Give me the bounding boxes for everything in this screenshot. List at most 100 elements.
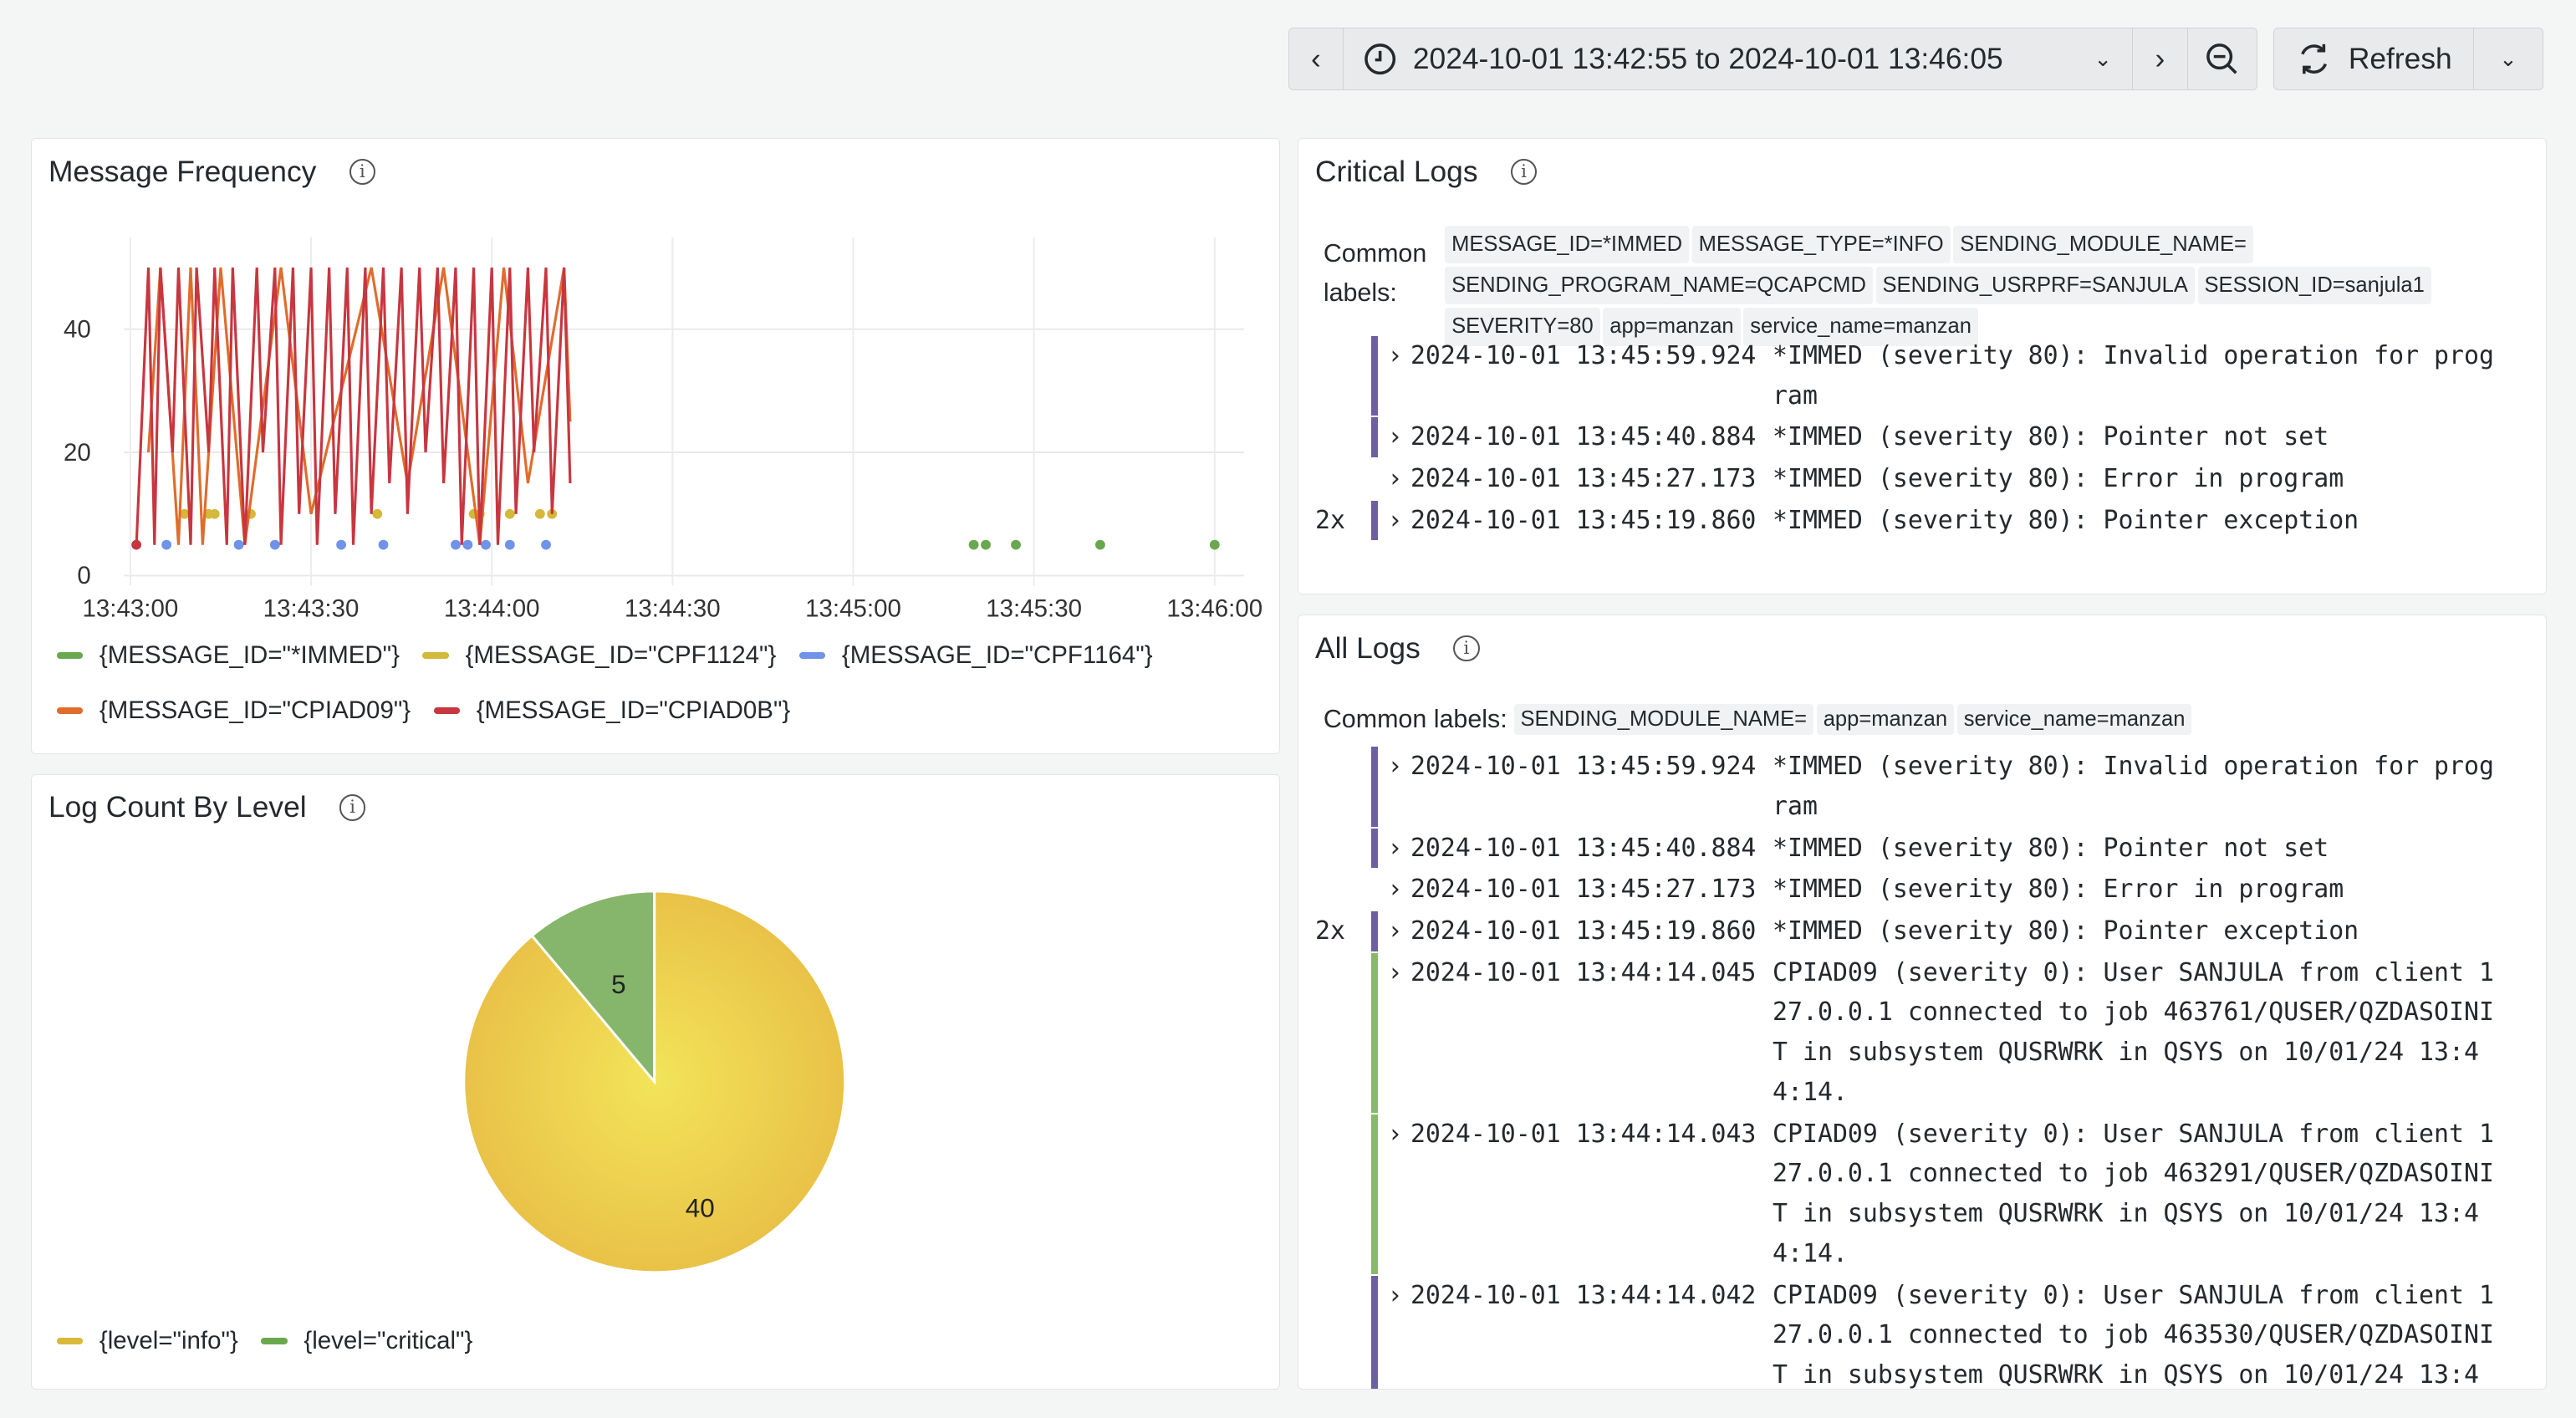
info-icon[interactable]: i [1510,158,1538,186]
label-chip: SENDING_MODULE_NAME= [1953,226,2253,264]
label-chip: service_name=manzan [1743,308,1978,346]
log-row[interactable]: › 2024-10-01 13:45:40.884 *IMMED (severity… [1298,828,2545,869]
legend-item[interactable]: {level="info"} [56,1326,238,1355]
legend-item[interactable]: {MESSAGE_ID="CPIAD0B"} [433,696,790,725]
expand-chevron-icon[interactable]: › [1387,422,1403,452]
data-point-cpf1124[interactable] [505,509,516,519]
data-point-cpf1164[interactable] [234,539,244,550]
data-point-cpf1164[interactable] [541,539,552,550]
info-icon[interactable]: i [349,158,376,186]
duplicate-count [1298,1276,1370,1390]
all-logs-panel: All Logs i Common labels: SENDING_MODULE_… [1298,614,2547,1390]
expand-chevron-icon[interactable]: › [1387,1119,1403,1149]
chevron-down-icon: ⌄ [2499,47,2517,71]
legend-label: {MESSAGE_ID="CPF1164"} [841,641,1153,670]
time-back-button[interactable]: ‹ [1288,28,1344,91]
time-forward-button[interactable]: › [2132,28,2189,91]
data-point-cpf1124[interactable] [372,509,383,519]
data-point-cpf1164[interactable] [462,539,473,550]
legend-swatch [422,652,449,660]
log-row[interactable]: 2x › 2024-10-01 13:45:19.860 *IMMED (severi… [1298,910,2545,951]
legend-item[interactable]: {MESSAGE_ID="CPIAD09"} [56,696,411,725]
message-frequency-panel: Message Frequency i 0 20 40 13:43:00 13:43:30… [31,138,1280,754]
legend-item[interactable]: {MESSAGE_ID="CPF1164"} [798,641,1153,670]
expand-chevron-icon[interactable]: › [1387,875,1403,905]
refresh-interval-dropdown[interactable]: ⌄ [2474,28,2543,91]
time-range-text: 2024-10-01 13:42:55 to 2024-10-01 13:46:… [1412,42,2003,75]
log-message: *IMMED (severity 80): Invalid operation … [1773,752,2494,821]
expand-chevron-icon[interactable]: › [1387,1280,1403,1310]
refresh-icon [2301,44,2328,74]
data-point-cpf1124[interactable] [210,509,220,519]
pie-slice-info[interactable] [462,890,847,1274]
log-row[interactable]: › 2024-10-01 13:44:14.045 CPIAD09 (severit… [1298,952,2545,1113]
log-row[interactable]: › 2024-10-01 13:45:59.924 *IMMED (severity… [1298,335,2545,416]
duplicate-count [1298,459,1370,499]
log-row[interactable]: › 2024-10-01 13:45:59.924 *IMMED (severity… [1298,747,2545,827]
label-chip: app=manzan [1603,308,1741,346]
legend-item[interactable]: {MESSAGE_ID="*IMMED"} [56,641,400,670]
log-row[interactable]: 2x › 2024-10-01 13:45:19.860 *IMMED (severi… [1298,500,2545,541]
expand-chevron-icon[interactable]: › [1387,833,1403,863]
log-level-bar [1371,870,1378,910]
log-row[interactable]: › 2024-10-01 13:44:14.043 CPIAD09 (severit… [1298,1114,2545,1274]
legend-swatch [433,706,461,714]
duplicate-count: 2x [1314,916,1345,946]
data-point-immed[interactable] [981,539,992,550]
data-point-cpf1164[interactable] [451,539,462,550]
legend-item[interactable]: {level="critical"} [261,1327,472,1355]
log-row[interactable]: › 2024-10-01 13:45:27.173 *IMMED (severity… [1298,459,2545,499]
log-row[interactable]: › 2024-10-01 13:45:27.173 *IMMED (severity… [1298,870,2545,910]
log-row[interactable]: › 2024-10-01 13:45:40.884 *IMMED (severity… [1298,417,2545,458]
info-icon[interactable]: i [339,794,366,821]
data-point-immed[interactable] [969,539,979,550]
expand-chevron-icon[interactable]: › [1387,340,1403,370]
pie-slice-critical[interactable] [530,890,656,1085]
expand-chevron-icon[interactable]: › [1387,957,1403,987]
expand-chevron-icon[interactable]: › [1387,752,1403,782]
log-message: *IMMED (severity 80): Invalid operation … [1773,340,2494,411]
log-timestamp: 2024-10-01 13:44:14.043 [1410,1119,1757,1149]
data-point-cpf1164[interactable] [336,539,347,550]
zoom-out-button[interactable] [2188,28,2257,91]
panel-title: Message Frequency [48,155,317,188]
log-timestamp: 2024-10-01 13:45:19.860 [1410,505,1757,535]
log-row[interactable]: › 2024-10-01 13:44:14.042 CPIAD09 (severit… [1298,1275,2545,1390]
data-point-immed[interactable] [1210,539,1221,550]
data-point-cpf1124[interactable] [535,509,546,519]
data-point-cpf1164[interactable] [378,539,389,550]
time-range-picker[interactable]: 2024-10-01 13:42:55 to 2024-10-01 13:46:… [1344,28,2133,91]
x-tick-label: 13:44:00 [444,595,540,623]
duplicate-count [1298,747,1370,827]
log-level-bar [1370,1275,1378,1390]
chevron-left-icon: ‹ [1311,42,1321,75]
data-point-immed[interactable] [1011,539,1022,550]
y-tick-label: 0 [78,563,91,590]
legend-swatch [56,652,84,660]
data-point-cpiad0b[interactable] [131,539,142,550]
log-message: *IMMED (severity 80): Error in program [1773,875,2344,905]
expand-chevron-icon[interactable]: › [1387,916,1403,946]
data-point-cpf1164[interactable] [270,539,281,550]
data-point-cpf1164[interactable] [505,539,516,550]
log-timestamp: 2024-10-01 13:45:59.924 [1410,340,1757,370]
chart-legend: {level="info"} {level="critical"} [56,1326,472,1355]
label-chip: SESSION_ID=sanjula1 [2197,267,2431,305]
legend-item[interactable]: {MESSAGE_ID="CPF1124"} [422,641,776,670]
data-point-immed[interactable] [1095,539,1106,550]
data-point-cpf1124[interactable] [180,509,190,519]
x-tick-label: 13:44:30 [625,595,721,623]
log-message: *IMMED (severity 80): Pointer not set [1773,833,2329,863]
label-chip: MESSAGE_TYPE=*INFO [1691,226,1951,264]
info-icon[interactable]: i [1453,635,1480,662]
log-timestamp: 2024-10-01 13:45:27.173 [1410,464,1757,493]
log-message: *IMMED (severity 80): Pointer exception [1773,505,2359,535]
log-timestamp: 2024-10-01 13:45:40.884 [1410,833,1757,863]
expand-chevron-icon[interactable]: › [1387,505,1403,535]
data-point-cpf1164[interactable] [481,539,492,550]
expand-chevron-icon[interactable]: › [1387,464,1403,493]
refresh-button[interactable]: Refresh [2273,28,2475,91]
data-point-cpf1164[interactable] [161,539,172,550]
log-level-bar [1370,828,1378,869]
legend-label: {level="info"} [99,1326,238,1354]
